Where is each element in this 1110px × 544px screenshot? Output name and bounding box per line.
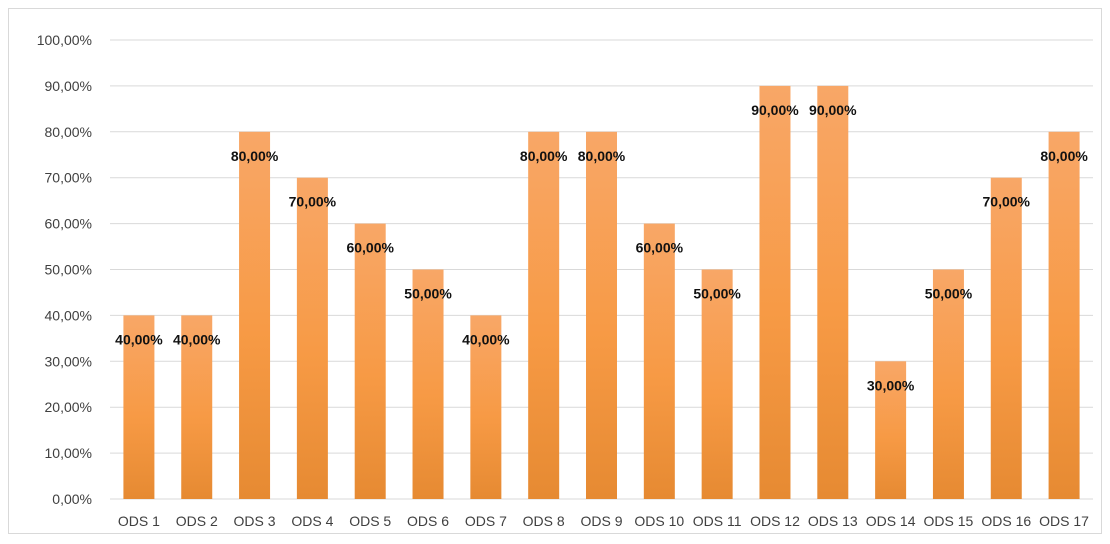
bar: [817, 85, 849, 500]
x-category-label: ODS 5: [349, 513, 391, 529]
data-label: 80,00%: [520, 148, 568, 164]
y-axis-tick-labels: 0,00% 10,00% 20,00% 30,00% 40,00% 50,00% 60,00…: [37, 32, 92, 507]
x-category-label: ODS 3: [234, 513, 276, 529]
y-tick-label: 40,00%: [45, 307, 92, 323]
bar: [932, 269, 964, 499]
bar: [181, 315, 213, 499]
y-tick-label: 50,00%: [45, 262, 92, 278]
x-category-label: ODS 13: [808, 513, 858, 529]
x-category-label: ODS 17: [1039, 513, 1089, 529]
y-tick-label: 20,00%: [45, 399, 92, 415]
y-tick-label: 80,00%: [45, 124, 92, 140]
bar: [643, 223, 675, 499]
x-category-label: ODS 4: [291, 513, 333, 529]
bar: [123, 315, 155, 499]
x-category-label: ODS 11: [693, 513, 742, 529]
bar: [412, 269, 444, 499]
data-label: 40,00%: [115, 331, 163, 347]
data-label: 80,00%: [578, 148, 626, 164]
data-label: 80,00%: [231, 148, 279, 164]
y-tick-label: 70,00%: [45, 170, 92, 186]
x-category-label: ODS 9: [580, 513, 622, 529]
bar: [1048, 131, 1080, 500]
bar: [239, 131, 271, 500]
x-category-label: ODS 10: [634, 513, 684, 529]
y-tick-label: 100,00%: [37, 32, 92, 48]
data-label: 50,00%: [404, 286, 452, 302]
data-label: 50,00%: [925, 286, 973, 302]
x-category-label: ODS 16: [981, 513, 1031, 529]
data-labels: 40,00% 40,00% 80,00% 70,00% 60,00% 50,00% 40,0…: [115, 102, 1088, 393]
data-label: 80,00%: [1040, 148, 1088, 164]
data-label: 70,00%: [983, 194, 1031, 210]
x-category-label: ODS 15: [924, 513, 974, 529]
bar: [528, 131, 560, 500]
x-category-label: ODS 14: [866, 513, 916, 529]
x-category-label: ODS 8: [523, 513, 565, 529]
data-label: 70,00%: [289, 194, 337, 210]
data-label: 60,00%: [636, 240, 684, 256]
bar: [759, 85, 791, 500]
x-axis-category-labels: ODS 1 ODS 2 ODS 3 ODS 4 ODS 5 ODS 6 ODS 7 ODS 8…: [118, 513, 1089, 529]
bar: [586, 131, 617, 500]
x-category-label: ODS 7: [465, 513, 507, 529]
x-category-label: ODS 1: [118, 513, 160, 529]
y-tick-label: 60,00%: [45, 216, 92, 232]
bar: [296, 177, 328, 499]
data-label: 40,00%: [173, 331, 221, 347]
data-label: 90,00%: [809, 102, 857, 118]
bar: [470, 315, 502, 499]
x-category-label: ODS 6: [407, 513, 449, 529]
bars: [123, 85, 1080, 500]
bar: [875, 361, 907, 499]
y-tick-label: 90,00%: [45, 78, 92, 94]
y-tick-label: 0,00%: [52, 491, 92, 507]
y-tick-label: 10,00%: [45, 445, 92, 461]
x-category-label: ODS 12: [750, 513, 800, 529]
data-label: 60,00%: [346, 240, 394, 256]
data-label: 90,00%: [751, 102, 799, 118]
data-label: 30,00%: [867, 377, 915, 393]
y-tick-label: 30,00%: [45, 353, 92, 369]
bar: [990, 177, 1022, 499]
data-label: 40,00%: [462, 331, 510, 347]
bar: [354, 223, 386, 499]
bar: [701, 269, 733, 499]
data-label: 50,00%: [693, 286, 741, 302]
x-category-label: ODS 2: [176, 513, 218, 529]
